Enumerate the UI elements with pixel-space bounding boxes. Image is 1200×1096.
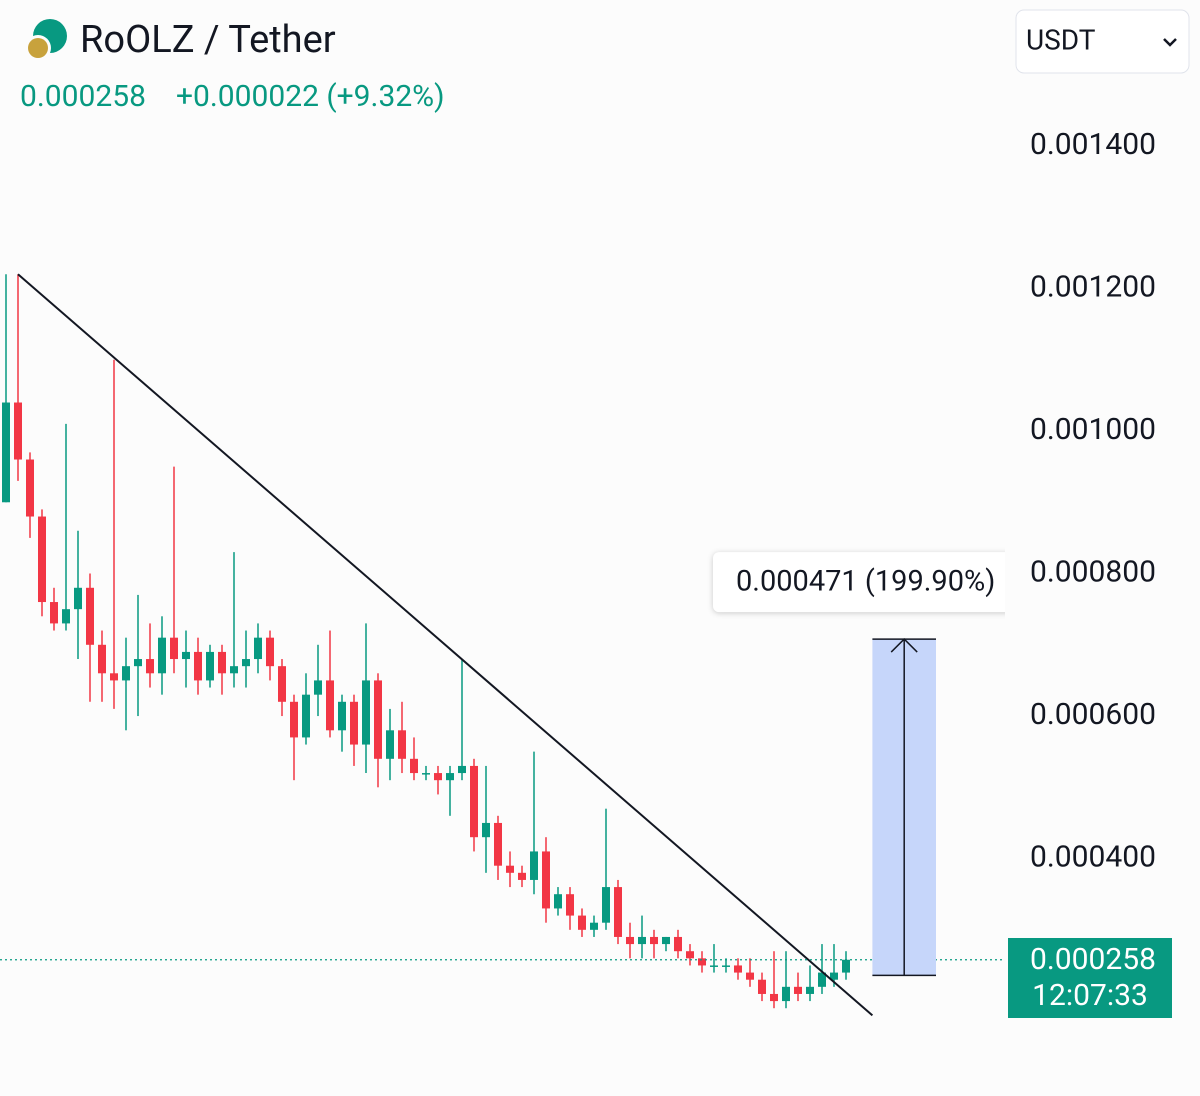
candle-body [278, 666, 286, 702]
candle-body [470, 765, 478, 838]
candle-body [626, 936, 634, 945]
last-price: 0.000258 [20, 79, 146, 114]
candle-body [326, 680, 334, 731]
candle-body [434, 773, 442, 781]
dropdown-arrow [1163, 38, 1177, 47]
y-tick-label: 0.001200 [1030, 269, 1156, 304]
candle-body [710, 965, 718, 967]
candle-body [506, 865, 514, 873]
candle-body [314, 680, 322, 695]
candle-body [146, 659, 154, 674]
price-tag-value: 0.000258 [1030, 942, 1156, 977]
candle-body [398, 730, 406, 759]
candle-body [746, 972, 754, 980]
candle-body [734, 965, 742, 973]
label-box [713, 552, 1005, 613]
candle-body [290, 701, 298, 738]
candle-body [14, 402, 22, 460]
candle-body [218, 651, 226, 674]
candle-body [410, 758, 418, 774]
candle-body [194, 651, 202, 681]
y-tick-label: 0.000600 [1030, 697, 1156, 732]
candle-body [614, 887, 622, 937]
y-tick-label: 0.000800 [1030, 554, 1156, 589]
candle-body [230, 666, 238, 674]
candle-body [566, 894, 574, 916]
measure-label: 0.000471 (199.90%) [713, 552, 1005, 613]
candle-body [134, 659, 142, 667]
candle-body [674, 936, 682, 952]
candle-body [38, 516, 46, 603]
candle-body [698, 958, 706, 966]
candle-body [206, 651, 214, 681]
candle-body [338, 701, 346, 731]
trend-line [17, 273, 874, 1017]
candle-body [26, 459, 34, 517]
candle-body [830, 972, 838, 980]
candle-body [542, 851, 550, 909]
candle-body [602, 887, 610, 923]
candle-body [86, 587, 94, 645]
candle-body [530, 851, 538, 880]
candle-body [650, 936, 658, 945]
candle-body [758, 979, 766, 994]
candle-body [386, 730, 394, 759]
candle-body [554, 894, 562, 909]
candle-body [782, 986, 790, 1002]
price-tag [1008, 938, 1172, 1018]
candle-body [266, 637, 274, 667]
candle-body [422, 773, 430, 775]
candle-body [98, 644, 106, 674]
candle-body [794, 986, 802, 994]
candle-body [242, 659, 250, 667]
candle-body [686, 951, 694, 959]
candle-body [494, 822, 502, 866]
candle-body [482, 822, 490, 838]
candle-body [182, 651, 190, 660]
candle-body [518, 872, 526, 880]
candle-body [722, 965, 730, 967]
candle-body [818, 972, 826, 987]
candle-body [362, 680, 370, 745]
candle-body [770, 993, 778, 1002]
price-tag-time: 12:07:33 [1032, 978, 1148, 1013]
chart-title: RoOLZ / Tether [80, 18, 336, 62]
candle-body [110, 673, 118, 681]
candle-body [62, 609, 70, 624]
candle-body [170, 637, 178, 660]
candle-body [638, 936, 646, 945]
candle-body [662, 936, 670, 945]
candle-body [446, 773, 454, 781]
candle-body [806, 986, 814, 994]
candle-body [590, 922, 598, 930]
y-tick-label: 0.000400 [1030, 839, 1156, 874]
currency-label: USDT [1026, 23, 1096, 56]
candle-body [374, 680, 382, 759]
candle-body [74, 587, 82, 610]
y-tick-label: 0.001400 [1030, 127, 1156, 162]
candle-body [458, 765, 466, 774]
logo [25, 19, 67, 61]
candle-body [254, 637, 262, 660]
candle-body [350, 701, 358, 745]
price-change: +0.000022 (+9.32%) [176, 79, 445, 114]
candle-body [158, 637, 166, 674]
currency-select[interactable] [1015, 9, 1190, 74]
y-tick-label: 0.001000 [1030, 412, 1156, 447]
candle-body [2, 402, 10, 503]
measure-text: 0.000471 (199.90%) [736, 565, 995, 599]
candle-body [122, 666, 130, 681]
candle-body [578, 915, 586, 930]
candle-body [302, 694, 310, 738]
candle-body [50, 602, 58, 624]
measure-arrowhead [890, 638, 918, 653]
candle-body [842, 959, 850, 973]
